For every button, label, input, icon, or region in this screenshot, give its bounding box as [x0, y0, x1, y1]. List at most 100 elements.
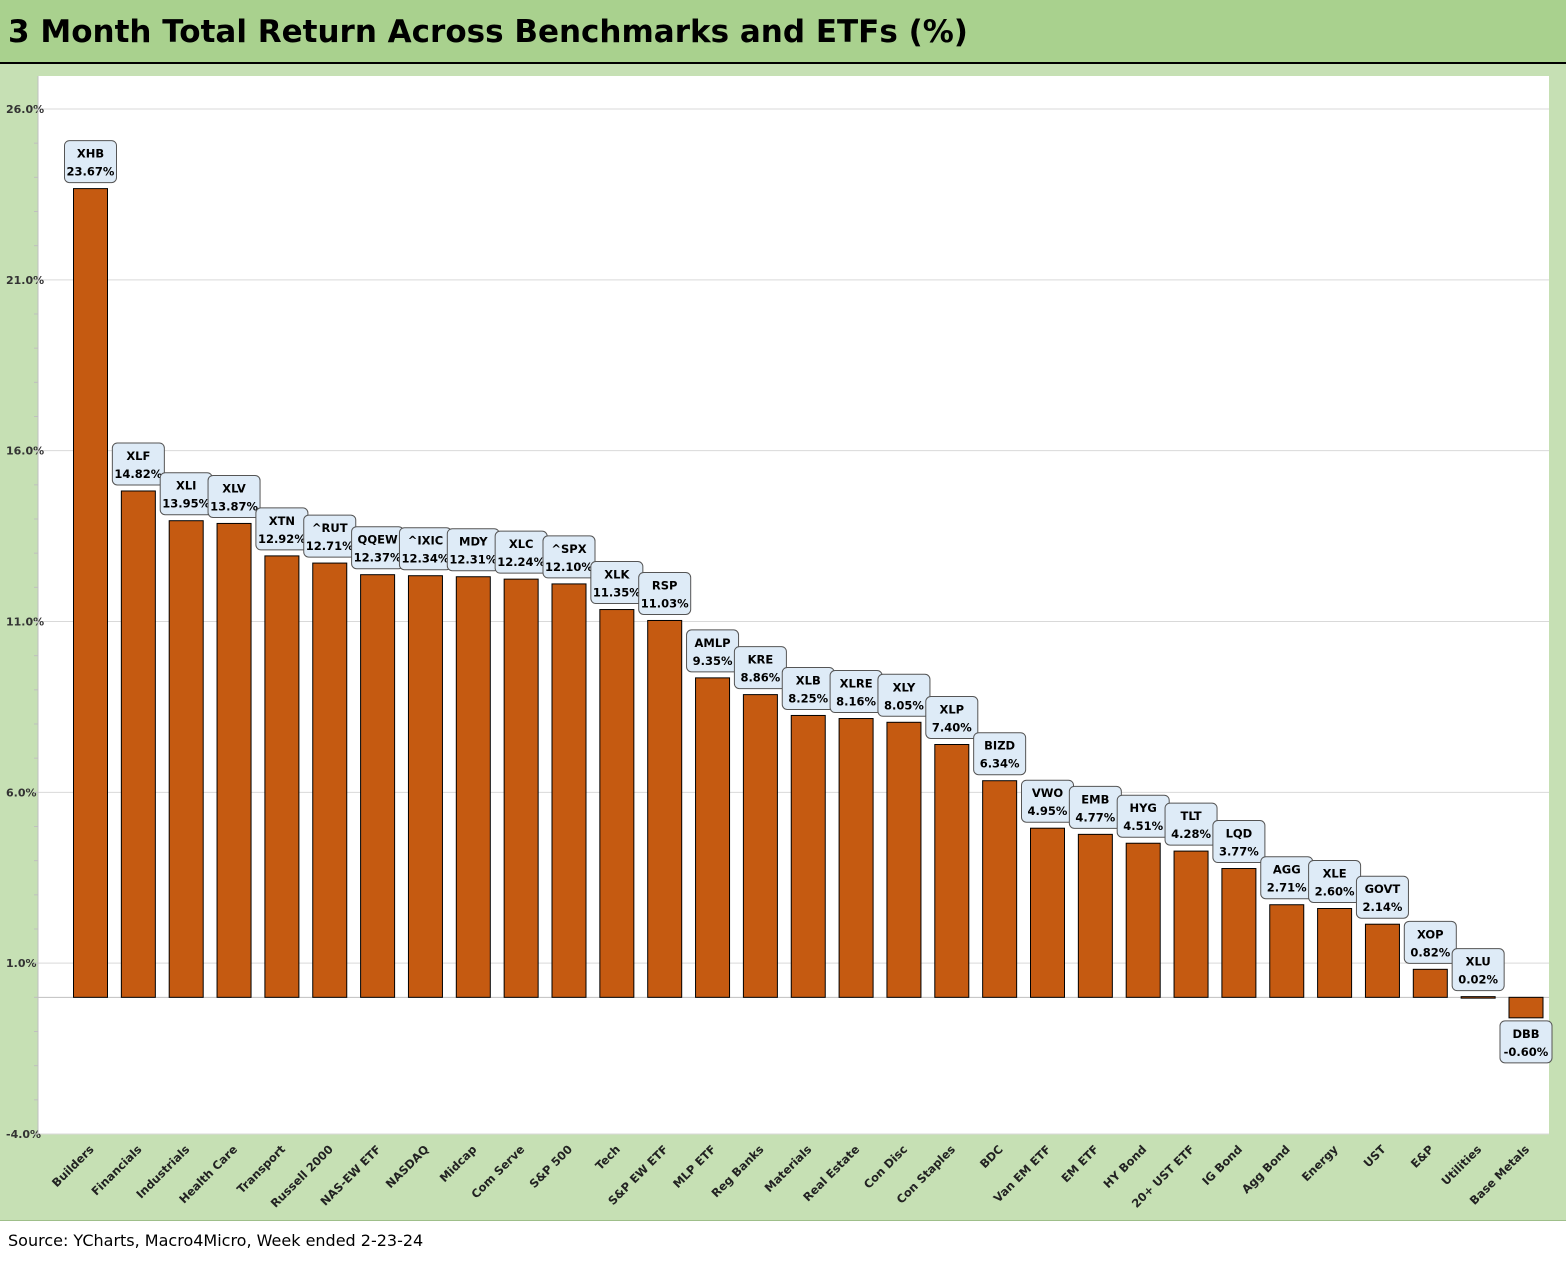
data-label-ticker: GOVT — [1365, 882, 1401, 896]
bar — [790, 714, 826, 998]
data-label: LQD 3.77% — [1212, 820, 1266, 864]
data-label: XLU 0.02% — [1451, 948, 1505, 992]
data-label-value: 12.71% — [306, 539, 354, 553]
data-label-value: 23.67% — [67, 165, 115, 179]
data-label-ticker: HYG — [1129, 801, 1156, 815]
data-label: ^IXIC 12.34% — [398, 527, 452, 571]
bar — [1460, 996, 1496, 999]
data-label-value: 12.24% — [497, 555, 545, 569]
data-label-ticker: XLK — [604, 568, 630, 582]
bar — [599, 609, 635, 998]
bar — [1412, 968, 1448, 998]
data-label-ticker: XLF — [126, 449, 150, 463]
data-label-value: 3.77% — [1219, 845, 1259, 859]
data-label-ticker: EMB — [1081, 792, 1109, 806]
data-label: KRE 8.86% — [733, 646, 787, 690]
bar — [455, 576, 491, 998]
bar — [1364, 923, 1400, 998]
data-label-ticker: XLU — [1466, 955, 1491, 969]
data-label-value: 13.95% — [162, 497, 210, 511]
data-label-value: 8.86% — [740, 671, 780, 685]
data-label-value: 6.34% — [980, 757, 1020, 771]
bar — [312, 562, 348, 998]
data-label-value: 14.82% — [114, 467, 162, 481]
bar — [1269, 904, 1305, 998]
category-label: BDC — [977, 1142, 1006, 1171]
data-label: AGG 2.71% — [1260, 856, 1314, 900]
category-label: Builders — [49, 1142, 97, 1190]
data-label: HYG 4.51% — [1116, 794, 1170, 838]
y-tick-label: -4.0% — [6, 1128, 41, 1141]
data-label: XLB 8.25% — [781, 666, 835, 710]
data-label-box — [877, 673, 931, 717]
data-label-value: 12.34% — [401, 552, 449, 566]
data-label-ticker: RSP — [652, 578, 678, 592]
y-tick-label: 21.0% — [6, 274, 44, 287]
data-label-value: 12.92% — [258, 532, 306, 546]
bar — [1221, 868, 1257, 998]
data-label: XLY 8.05% — [877, 673, 931, 717]
data-labels: XHB 23.67% XLF 14.82% XLI 13.95% XLV 13.87% XTN 1… — [64, 140, 1553, 1064]
data-label-ticker: XLY — [893, 680, 916, 694]
data-label: GOVT 2.14% — [1355, 875, 1409, 919]
data-label-ticker: VWO — [1032, 786, 1064, 800]
bar — [551, 583, 587, 998]
data-label-box — [973, 732, 1027, 776]
data-label-ticker: ^RUT — [312, 521, 348, 535]
data-label: XOP 0.82% — [1403, 920, 1457, 964]
bar — [982, 780, 1018, 998]
chart-title: 3 Month Total Return Across Benchmarks a… — [8, 14, 968, 50]
y-tick-label: 26.0% — [6, 103, 44, 116]
data-label-ticker: XLRE — [840, 677, 873, 691]
data-label: TLT 4.28% — [1164, 802, 1218, 846]
data-label-value: 7.40% — [932, 721, 972, 735]
data-label: AMLP 9.35% — [686, 629, 740, 673]
bar — [1173, 850, 1209, 998]
y-tick-label: 16.0% — [6, 445, 44, 458]
data-label: BIZD 6.34% — [973, 732, 1027, 776]
category-label: IG Bond — [1199, 1142, 1245, 1188]
data-label: MDY 12.31% — [446, 528, 500, 572]
category-label: Agg Bond — [1239, 1142, 1293, 1196]
bar — [1030, 827, 1065, 998]
data-label-ticker: KRE — [748, 653, 774, 667]
category-label: HY Bond — [1100, 1142, 1149, 1191]
category-label: Utilities — [1438, 1142, 1484, 1188]
bar — [742, 694, 778, 998]
data-label-box — [638, 571, 692, 615]
data-label: XLC 12.24% — [494, 530, 548, 574]
data-label-box — [64, 140, 117, 184]
data-label-box — [542, 535, 596, 579]
data-label-ticker: XLP — [939, 703, 964, 717]
bar — [934, 744, 970, 998]
data-label-ticker: XLB — [796, 673, 821, 687]
bar — [1125, 842, 1161, 998]
category-label: EM ETF — [1058, 1142, 1101, 1185]
bar — [120, 490, 156, 998]
data-label-value: 12.31% — [449, 553, 497, 567]
data-label: XLK 11.35% — [590, 561, 644, 605]
data-label-value: 0.82% — [1410, 945, 1450, 959]
data-label-box — [111, 442, 165, 486]
data-label-value: 4.77% — [1075, 810, 1115, 824]
data-label-box — [925, 696, 979, 739]
title-bar: 3 Month Total Return Across Benchmarks a… — [0, 0, 1566, 64]
data-label-ticker: XHB — [77, 147, 104, 161]
data-label: XLF 14.82% — [111, 442, 165, 486]
data-label-value: 0.02% — [1458, 973, 1498, 987]
data-label: XLE 2.60% — [1308, 860, 1362, 903]
data-label-value: 8.05% — [884, 698, 924, 712]
bar — [168, 520, 204, 998]
data-label-value: 8.25% — [788, 691, 828, 705]
data-label-ticker: ^SPX — [551, 542, 586, 556]
category-label: MLP ETF — [670, 1142, 719, 1191]
data-label-value: 4.28% — [1171, 827, 1211, 841]
category-label: E&P — [1408, 1142, 1437, 1171]
data-label: XTN 12.92% — [255, 507, 309, 551]
data-label-box — [1212, 820, 1266, 864]
data-label: ^RUT 12.71% — [303, 514, 357, 558]
data-label: XLP 7.40% — [925, 696, 979, 739]
category-label: Midcap — [437, 1142, 480, 1185]
